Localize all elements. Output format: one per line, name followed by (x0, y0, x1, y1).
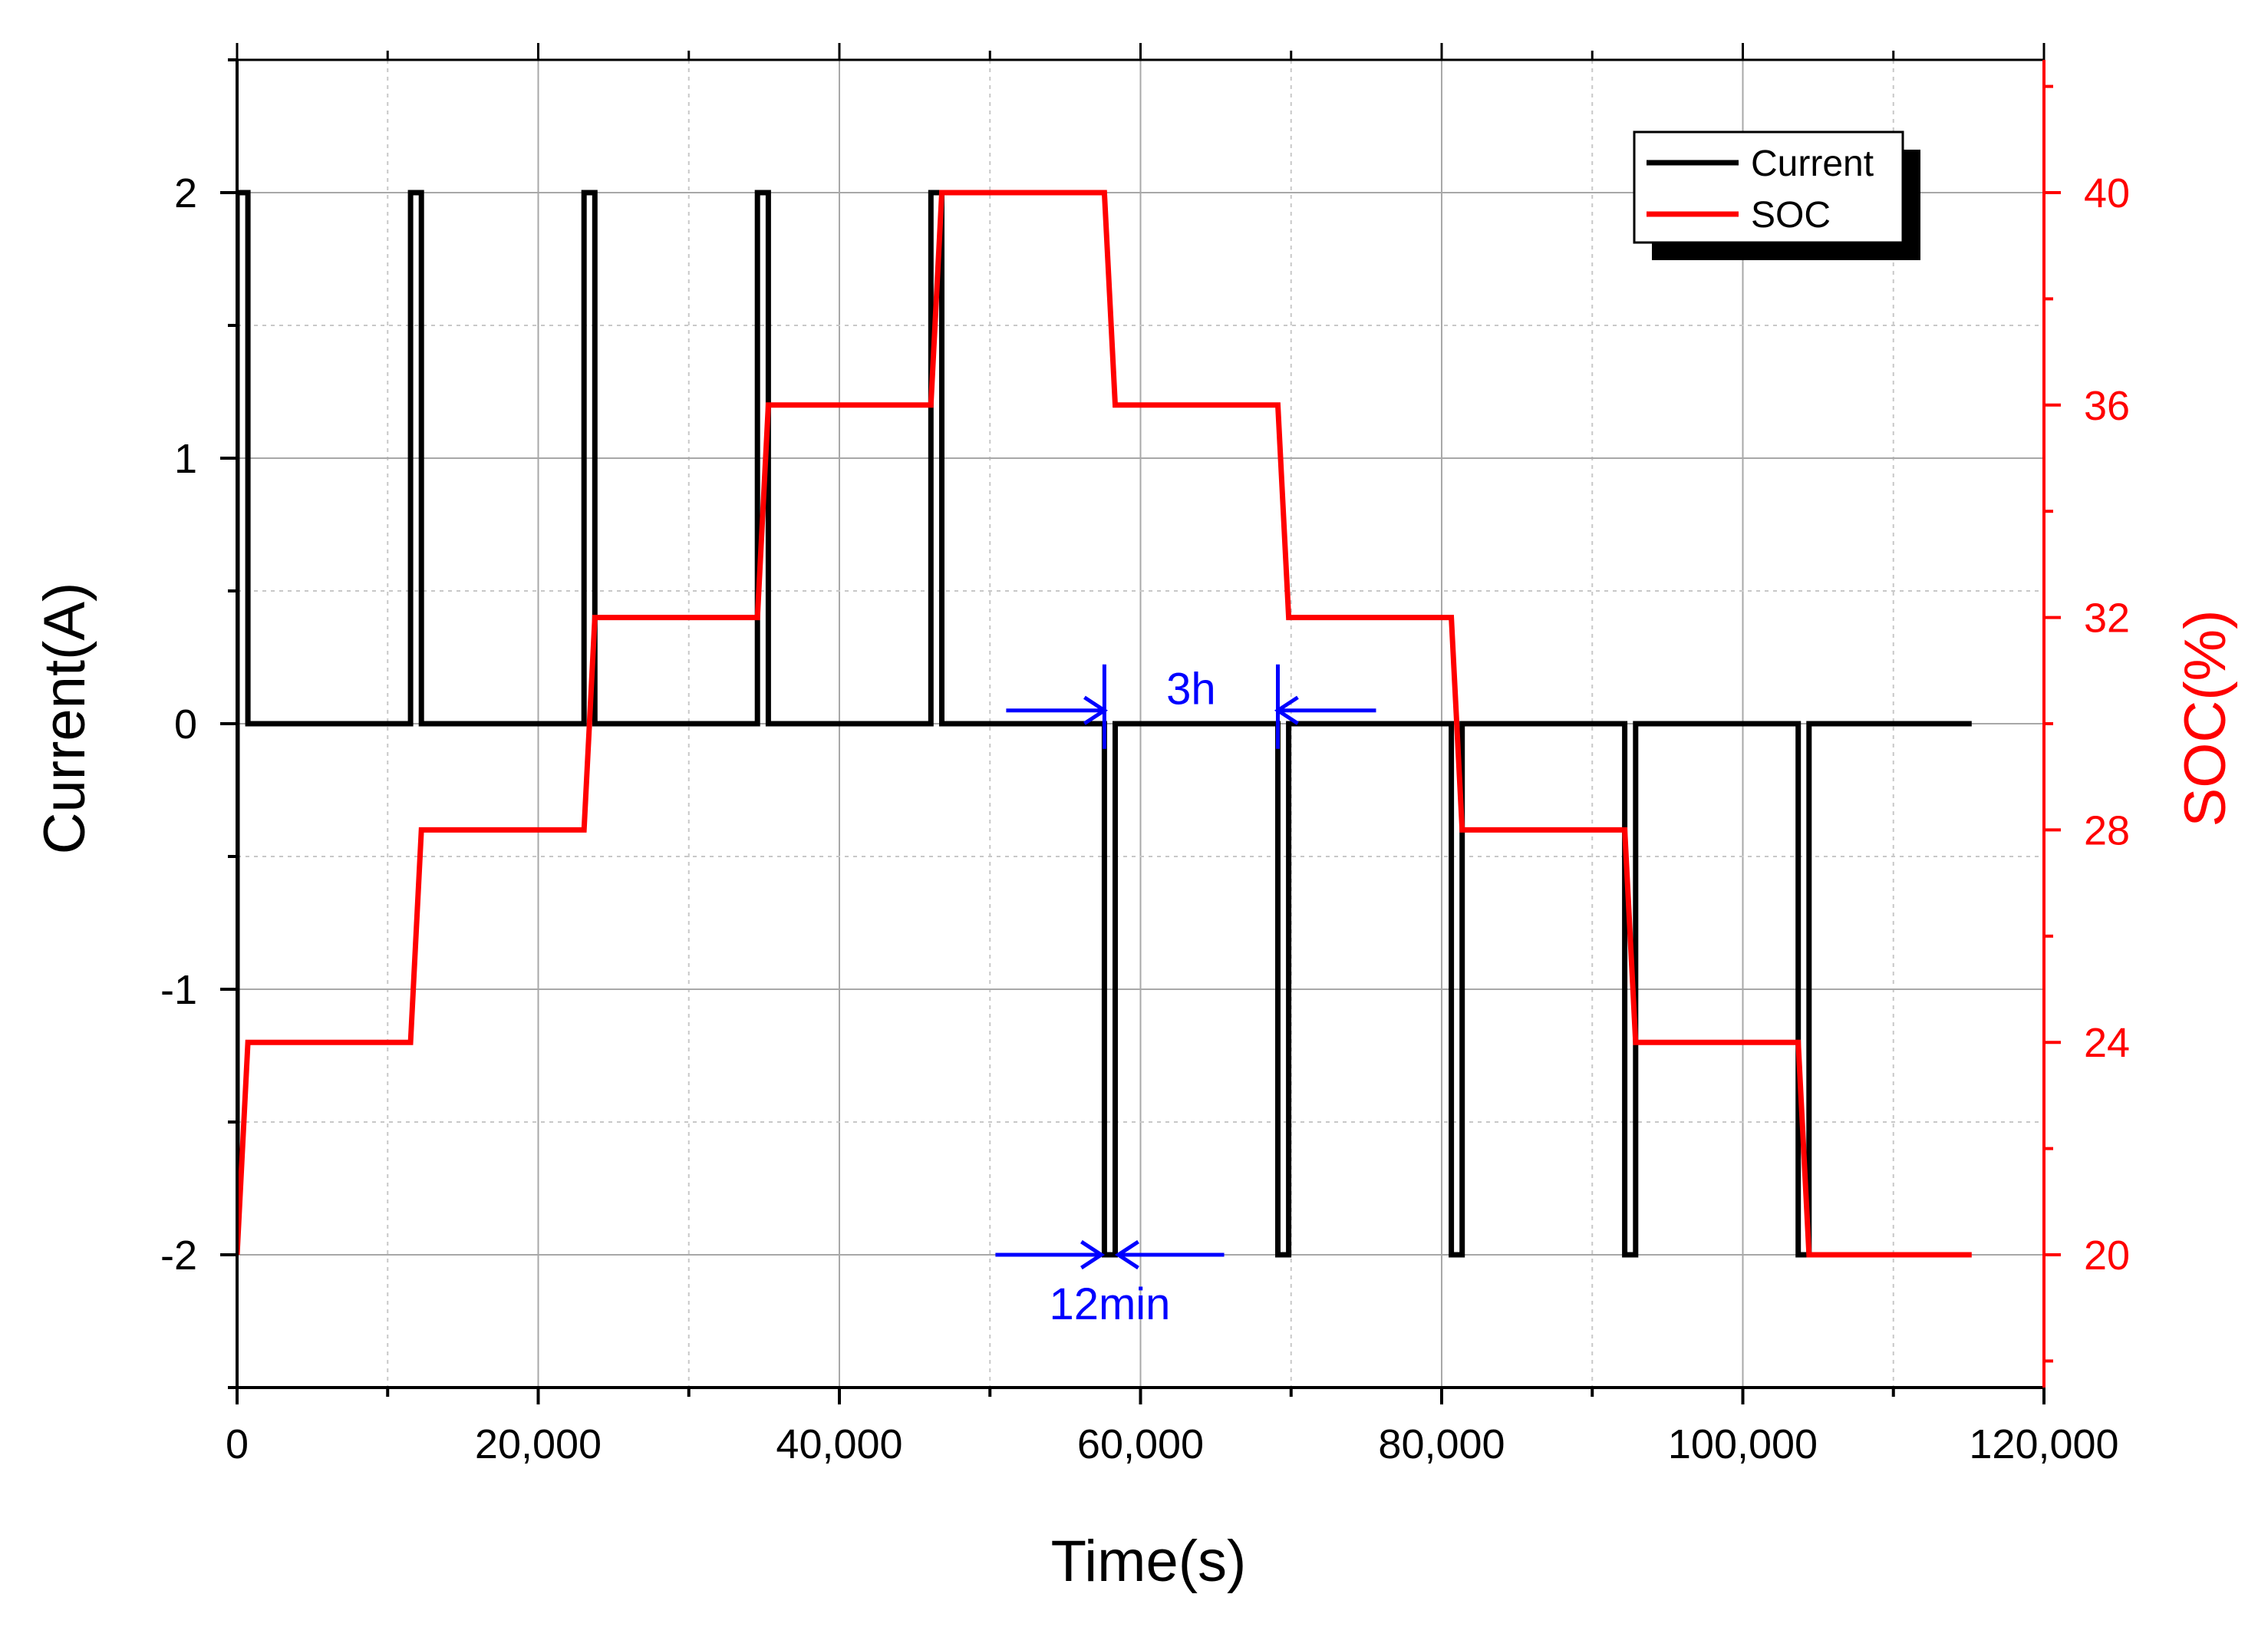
x-axis-title: Time(s) (1051, 1529, 1247, 1594)
y-tick-label: 0 (174, 701, 197, 747)
series-soc-line (237, 190, 1972, 1258)
y-axis-title: Current(A) (32, 582, 97, 855)
annotation-layer: 3h 12min (995, 664, 1376, 1329)
y2-tick-label: 40 (2084, 170, 2130, 216)
annotation-3h-label: 3h (1166, 665, 1216, 714)
y2-tick-label: 32 (2084, 596, 2130, 642)
x-tick-label: 20,000 (475, 1421, 602, 1467)
legend-box (1633, 130, 1904, 244)
x-tick-label: 80,000 (1378, 1421, 1505, 1467)
legend-label-soc: SOC (1751, 195, 1831, 236)
y2-tick-label: 36 (2084, 383, 2130, 429)
x-tick-label: 60,000 (1077, 1421, 1204, 1467)
annotation-3h-right-arrow-head (1274, 695, 1299, 725)
x-tick-label: 120,000 (1969, 1421, 2118, 1467)
y-tick-label: 2 (174, 170, 197, 216)
y-tick-label: 1 (174, 436, 197, 482)
y-tick-label: -2 (160, 1233, 197, 1279)
x-tick-label: 100,000 (1668, 1421, 1818, 1467)
x-tick-label: 0 (226, 1421, 249, 1467)
legend-label-current: Current (1751, 144, 1874, 184)
axes-layer: 0 20,000 40,000 60,000 80,000 100,000 120,000 -… (160, 43, 2130, 1467)
annotation-12min-right-arrow-head (1114, 1239, 1139, 1270)
y2-tick-label: 20 (2084, 1233, 2130, 1279)
annotation-3h-left-arrow-head (1083, 695, 1108, 725)
x-tick-label: 40,000 (776, 1421, 902, 1467)
y2-axis-title: SOC(%) (2173, 610, 2238, 827)
annotation-12min-label: 12min (1049, 1279, 1170, 1329)
y2-tick-label: 24 (2084, 1020, 2130, 1066)
annotation-12min-left-arrow-head (1080, 1239, 1105, 1270)
legend: Current SOC (1633, 130, 1920, 260)
y2-tick-label: 28 (2084, 807, 2130, 853)
y-tick-label: -1 (160, 967, 197, 1013)
